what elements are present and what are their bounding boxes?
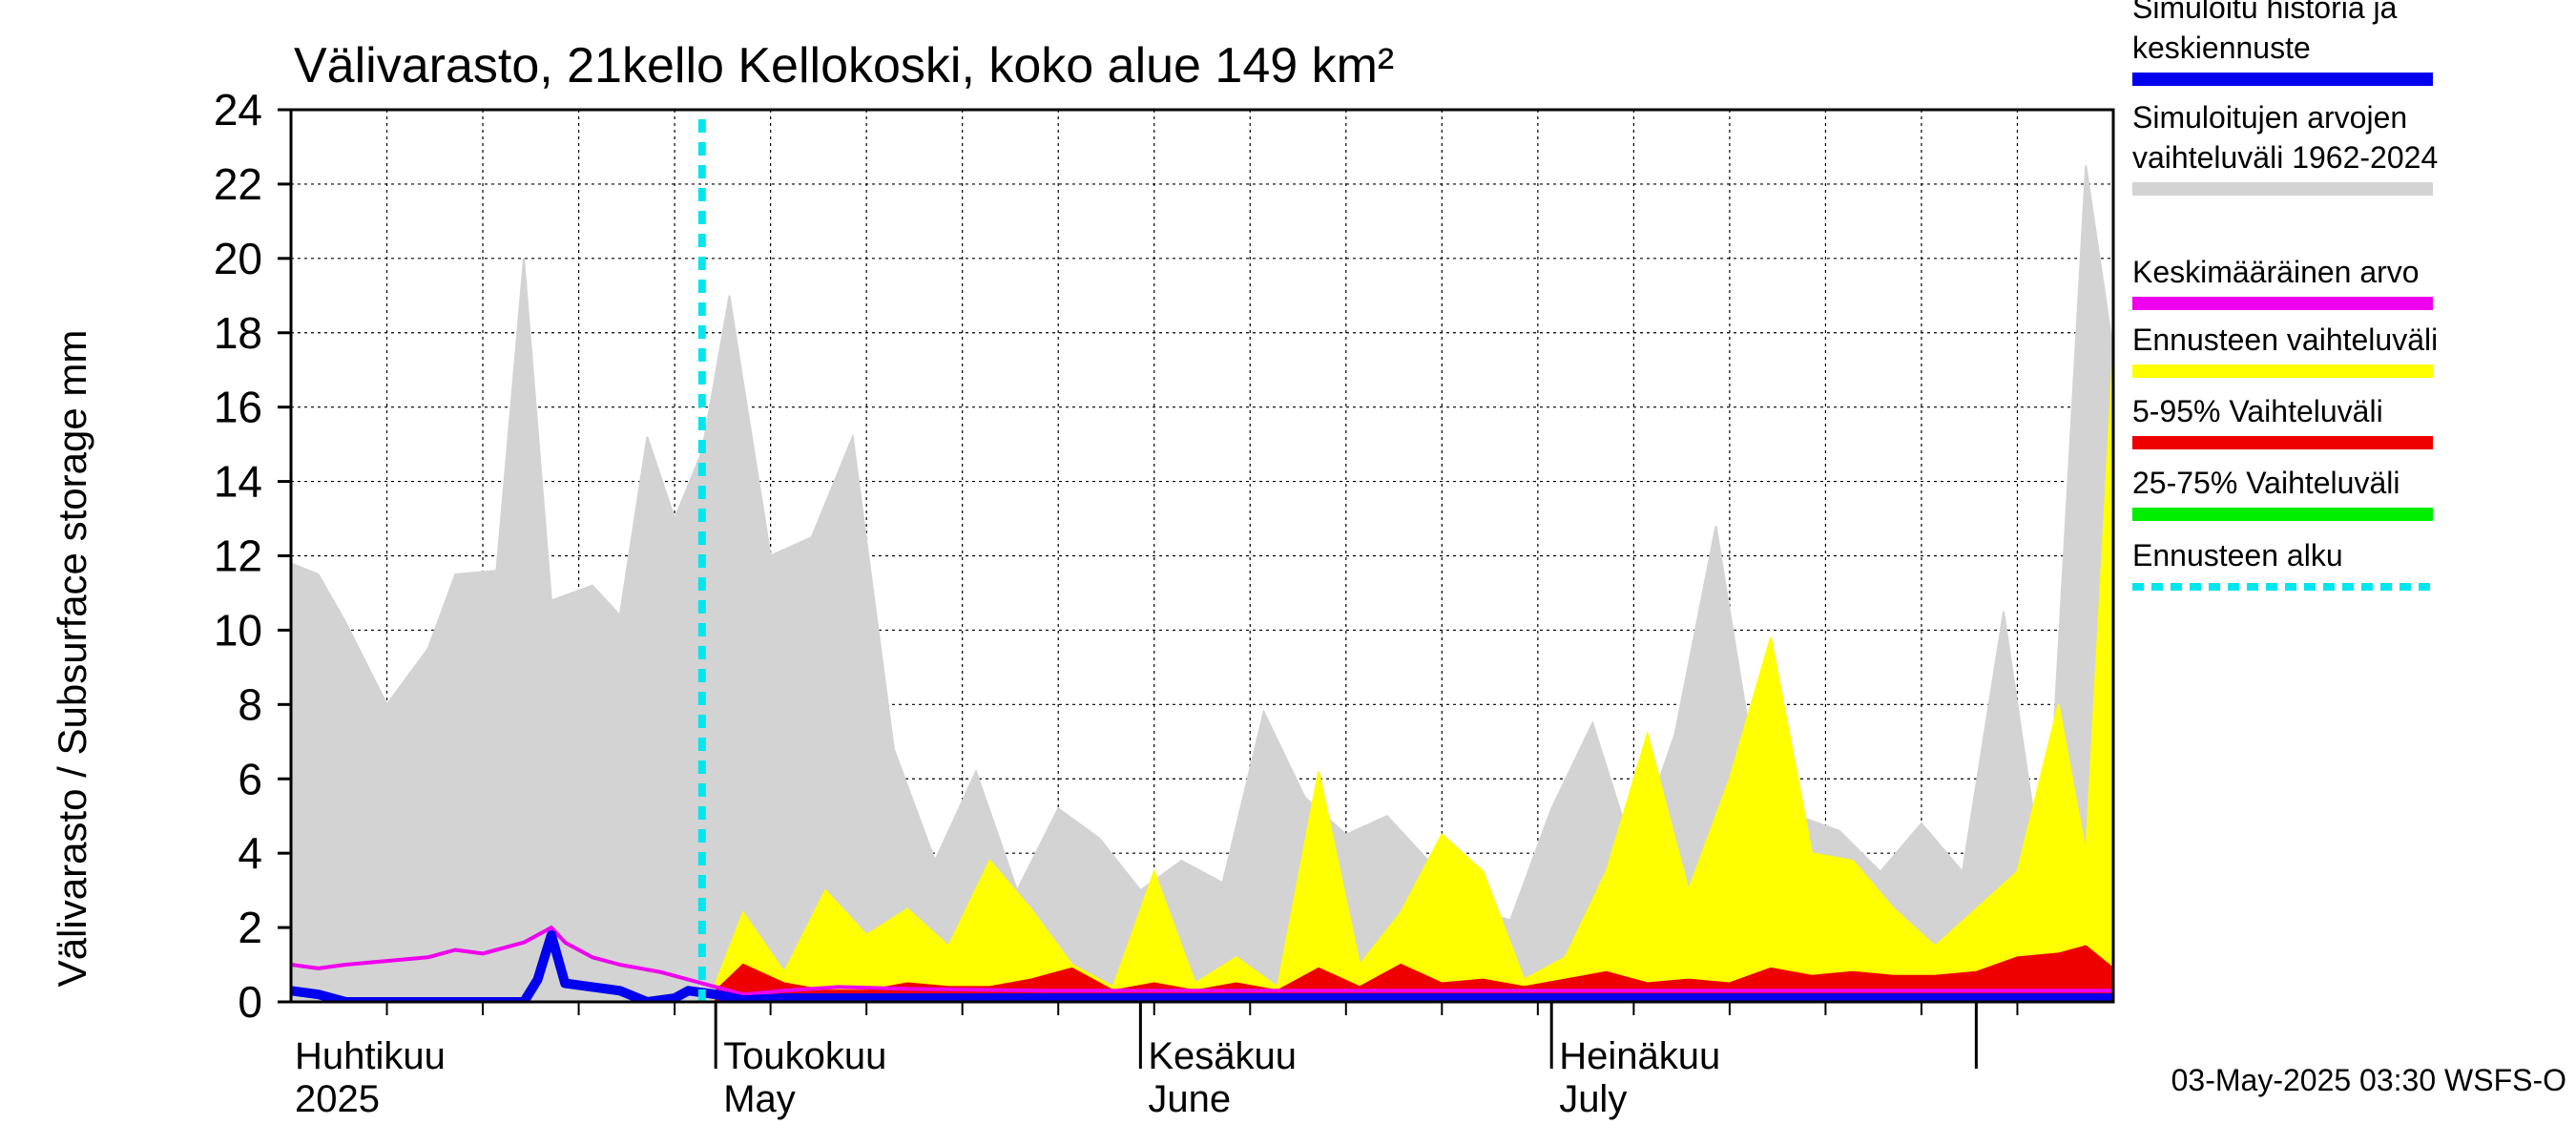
legend-label: keskiennuste [2132, 31, 2311, 65]
y-tick-label: 22 [214, 159, 262, 209]
legend: Simuloitu historia ja keskiennuste Simuloi… [2132, 0, 2438, 591]
y-tick-label: 14 [214, 457, 262, 507]
x-month-sublabel: May [723, 1078, 796, 1120]
x-month-sublabel: 2025 [295, 1078, 380, 1120]
y-tick-label: 16 [214, 383, 262, 432]
legend-label: vaihteluväli 1962-2024 [2132, 140, 2438, 175]
x-month-sublabel: June [1148, 1078, 1231, 1120]
y-tick-label: 18 [214, 308, 262, 358]
line-keskim-r-inen-arvo [291, 926, 2113, 997]
legend-label: Ennusteen vaihteluväli [2132, 323, 2438, 357]
x-month-label: Toukokuu [723, 1035, 886, 1077]
footer-timestamp: 03-May-2025 03:30 WSFS-O [2171, 1063, 2566, 1097]
y-tick-label: 24 [214, 85, 262, 135]
legend-label: Keskimääräinen arvo [2132, 255, 2420, 289]
y-tick-label: 20 [214, 234, 262, 283]
legend-label: 25-75% Vaihteluväli [2132, 466, 2399, 500]
y-tick-label: 0 [238, 977, 262, 1027]
legend-label: 5-95% Vaihteluväli [2132, 394, 2383, 428]
chart-title: Välivarasto, 21kello Kellokoski, koko al… [294, 38, 1394, 94]
x-month-label: Heinäkuu [1559, 1035, 1720, 1077]
legend-label: Simuloitujen arvojen [2132, 100, 2407, 135]
y-tick-label: 10 [214, 605, 262, 655]
y-tick-label: 6 [238, 754, 262, 803]
y-tick-label: 8 [238, 679, 262, 729]
y-axis-label: Välivarasto / Subsurface storage mm [50, 330, 94, 988]
line-simuloitu-historia-ja-keskiennuste [291, 929, 2113, 1002]
x-month-label: Huhtikuu [295, 1035, 446, 1077]
x-month-label: Kesäkuu [1148, 1035, 1297, 1077]
legend-label: Simuloitu historia ja [2132, 0, 2398, 25]
series-lines [291, 119, 2113, 1002]
legend-label: Ennusteen alku [2132, 538, 2343, 572]
y-tick-label: 4 [238, 828, 262, 878]
area-ennusteen-vaihteluv-li [715, 351, 2113, 1002]
y-tick-label: 2 [238, 903, 262, 952]
y-tick-label: 12 [214, 531, 262, 581]
x-month-sublabel: July [1559, 1078, 1627, 1120]
